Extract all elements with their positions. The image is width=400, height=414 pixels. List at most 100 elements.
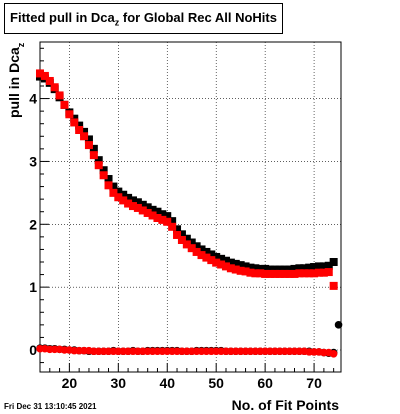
- series-1-point: [173, 230, 182, 239]
- series-1-point: [55, 91, 64, 100]
- series-1-point: [104, 181, 113, 190]
- series-3: [36, 344, 338, 358]
- series-0-point: [80, 127, 89, 136]
- x-tick-label-0: 20: [62, 375, 78, 391]
- series-0-point: [241, 262, 250, 271]
- series-1-point: [187, 244, 196, 253]
- series-0-point: [231, 259, 240, 268]
- series-0-point: [256, 264, 265, 273]
- series-1-point: [75, 126, 84, 134]
- series-0-point: [226, 258, 235, 267]
- series-1-point: [261, 269, 270, 278]
- x-tick-label-3: 50: [208, 375, 224, 391]
- series-0-point: [251, 264, 260, 273]
- series-0-point: [310, 263, 319, 272]
- series-0-point: [158, 210, 167, 219]
- series-0-point: [75, 121, 84, 130]
- y-tick-label-4: 4: [29, 91, 37, 107]
- x-tick-label-1: 30: [111, 375, 127, 391]
- series-0-point: [138, 200, 147, 209]
- series-0-point: [314, 262, 323, 271]
- series-1-point: [143, 208, 152, 217]
- series-1-point: [192, 247, 201, 256]
- series-0-point: [182, 234, 191, 243]
- series-0-point: [280, 265, 289, 274]
- series-0-point: [192, 242, 201, 251]
- title-suffix: for Global Rec All NoHits: [119, 10, 277, 25]
- series-1-point: [94, 161, 103, 170]
- x-tick-label-4: 60: [257, 375, 273, 391]
- series-0-point: [177, 230, 186, 239]
- series-0-point: [119, 190, 128, 199]
- series-1-point: [60, 100, 69, 109]
- series-1-point: [84, 141, 93, 150]
- chart-title: Fitted pull in Dcaz for Global Rec All N…: [5, 10, 282, 28]
- y-tick-label-3: 3: [29, 153, 37, 169]
- series-3-point: [329, 349, 338, 358]
- series-1-point: [300, 269, 309, 278]
- series-0-point: [285, 265, 294, 274]
- y-tick-label-2: 2: [29, 216, 37, 232]
- series-0-point: [94, 156, 103, 165]
- series-1-point: [50, 83, 59, 92]
- title-prefix: Fitted pull in Dca: [10, 10, 115, 25]
- series-1-point: [65, 110, 74, 119]
- series-0-point: [153, 207, 162, 216]
- series-1-point: [217, 260, 226, 269]
- title-box: Fitted pull in Dcaz for Global Rec All N…: [4, 3, 283, 34]
- series-0-point: [221, 256, 230, 265]
- series-1-point: [231, 265, 240, 274]
- marks-layer: [36, 69, 343, 358]
- series-1-point: [197, 251, 206, 260]
- series-0-point: [148, 205, 157, 214]
- series-1-point: [236, 266, 245, 275]
- series-0-point: [124, 193, 133, 202]
- series-0-point: [300, 264, 309, 273]
- series-1-point: [266, 269, 275, 278]
- series-1-point: [168, 222, 177, 231]
- series-1-point: [36, 69, 44, 78]
- series-1-point: [290, 269, 299, 278]
- series-0-point: [104, 175, 113, 184]
- series-1-point: [99, 171, 108, 180]
- series-0-point: [324, 261, 333, 270]
- y-axis-title: pull in Dcaz: [6, 42, 26, 118]
- series-0-point: [212, 252, 221, 261]
- series-0-point: [207, 250, 216, 259]
- series-0-point: [305, 263, 314, 272]
- series-1-point: [119, 196, 128, 205]
- series-1-point: [275, 269, 284, 278]
- series-1-point: [182, 240, 191, 249]
- grid-layer: [40, 42, 341, 372]
- series-1-point: [70, 118, 79, 127]
- series-0-point: [295, 264, 304, 273]
- series-0-point: [187, 238, 196, 247]
- series-1-point: [221, 262, 230, 271]
- series-1-point: [124, 199, 133, 208]
- series-1-point: [310, 269, 319, 278]
- series-1-point: [285, 269, 294, 278]
- series-1-point: [128, 202, 137, 211]
- series-0-point: [270, 265, 279, 274]
- series-1-point: [314, 268, 323, 277]
- series-0-point: [84, 135, 93, 144]
- series-1-point: [241, 267, 250, 276]
- series-1-point: [40, 71, 49, 80]
- series-1-point: [80, 132, 89, 141]
- series-1-point: [89, 151, 98, 160]
- footer-timestamp: Fri Dec 31 13:10:45 2021: [4, 402, 97, 411]
- series-1-point: [109, 188, 118, 197]
- series-2-point: [334, 321, 343, 329]
- series-0-point: [89, 144, 98, 153]
- series-1-point: [226, 264, 235, 273]
- title-subscript: z: [114, 17, 120, 28]
- series-1: [36, 69, 338, 290]
- series-1-point: [280, 269, 289, 278]
- series-0-point: [217, 254, 226, 263]
- series-0-point: [329, 258, 338, 266]
- series-0-point: [163, 212, 172, 221]
- series-0-point: [261, 264, 270, 273]
- series-0-point: [143, 203, 152, 212]
- series-0-point: [202, 247, 211, 256]
- series-0-point: [275, 265, 284, 274]
